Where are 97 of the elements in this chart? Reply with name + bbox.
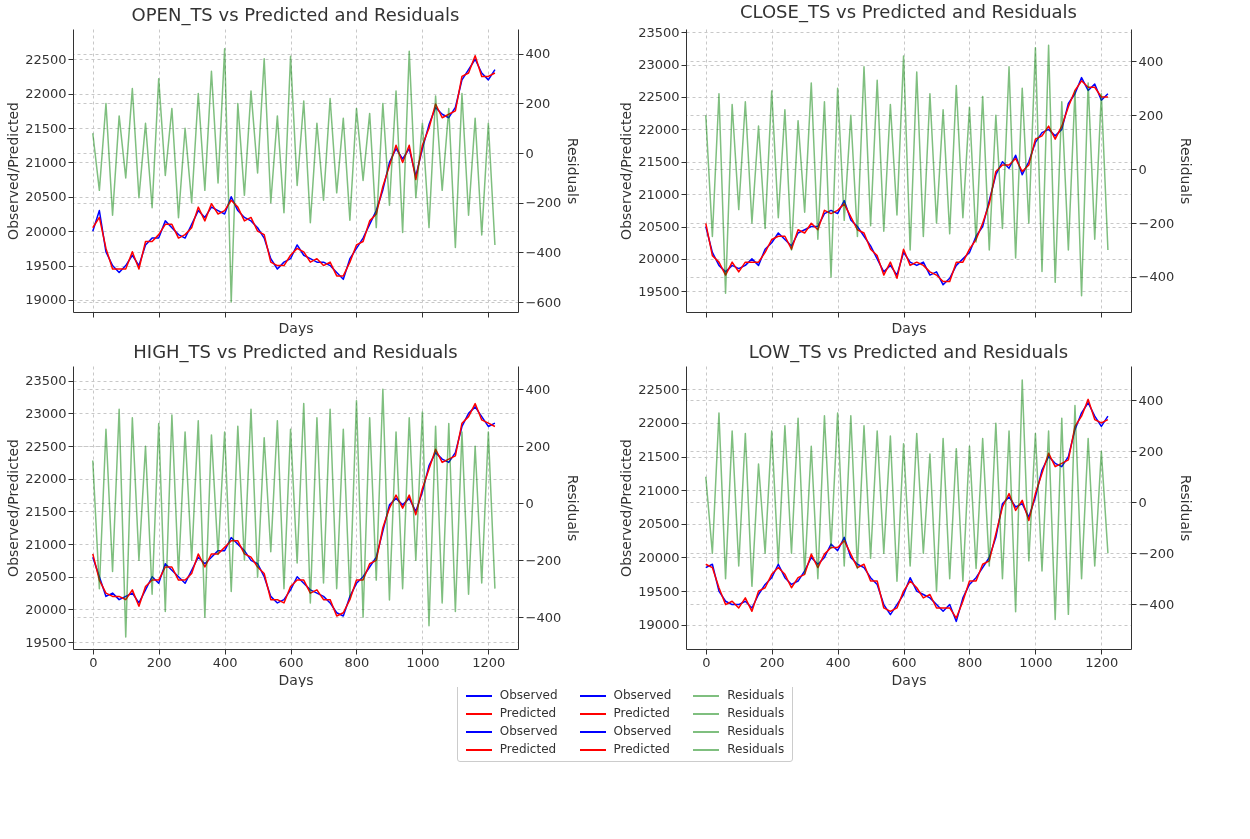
y-tick-label: 19500: [25, 258, 67, 274]
y-tick-label: 21000: [25, 536, 67, 552]
y2-axis-title: Residuals: [565, 137, 582, 205]
y-tick-label: 19500: [638, 583, 680, 599]
y2-tick-label: 0: [525, 145, 534, 161]
y2-tick-label: −200: [525, 552, 562, 568]
y-tick-label: 20500: [25, 569, 67, 585]
y-tick-label: 20500: [25, 189, 67, 205]
legend-label: Predicted: [613, 741, 670, 758]
legend-label: Residuals: [727, 705, 785, 722]
legend-label: Residuals: [727, 723, 785, 740]
legend-label: Observed: [499, 687, 558, 704]
y-tick-label: 23000: [638, 57, 680, 73]
y2-tick-label: −400: [525, 609, 562, 625]
x-tick-label: 1000: [1019, 654, 1053, 670]
y-tick-label: 21000: [638, 482, 680, 498]
legend-label: Predicted: [613, 705, 670, 722]
y-tick-label: 22500: [638, 381, 680, 397]
x-tick-label: 1200: [472, 654, 506, 670]
y-tick-label: 20500: [638, 516, 680, 532]
y-axis-title: Observed/Predicted: [5, 439, 22, 577]
y2-tick-label: 200: [1138, 443, 1164, 459]
y-tick-label: 21500: [25, 503, 67, 519]
chart-title: LOW_TS vs Predicted and Residuals: [748, 341, 1069, 363]
x-tick-label: 600: [891, 654, 917, 670]
y2-tick-label: 200: [525, 438, 551, 454]
x-tick-label: 1000: [406, 654, 440, 670]
x-tick-label: 400: [825, 654, 851, 670]
legend-label: Residuals: [727, 741, 785, 758]
chart-title: HIGH_TS vs Predicted and Residuals: [133, 341, 458, 363]
y-tick-label: 19000: [25, 292, 67, 308]
chart-title: OPEN_TS vs Predicted and Residuals: [131, 4, 460, 26]
y2-tick-label: 0: [525, 495, 534, 511]
x-tick-label: 600: [278, 654, 304, 670]
y2-tick-label: −400: [1138, 596, 1175, 612]
x-tick-label: 800: [344, 654, 370, 670]
y2-tick-label: −600: [525, 294, 562, 310]
y2-tick-label: −400: [525, 244, 562, 260]
y-tick-label: 22000: [638, 121, 680, 137]
y2-tick-label: 200: [525, 95, 551, 111]
y2-axis-title: Residuals: [1178, 137, 1195, 205]
y-tick-label: 21500: [25, 120, 67, 136]
y-tick-label: 22500: [638, 89, 680, 105]
y-tick-label: 20000: [25, 601, 67, 617]
y-tick-label: 20000: [638, 251, 680, 267]
y-tick-label: 23500: [638, 24, 680, 40]
y2-tick-label: −400: [1138, 269, 1175, 285]
chart-title: CLOSE_TS vs Predicted and Residuals: [739, 1, 1078, 24]
y-tick-label: 22500: [25, 51, 67, 67]
x-tick-label: 200: [759, 654, 785, 670]
y-tick-label: 21000: [638, 186, 680, 202]
x-tick-label: 200: [146, 654, 172, 670]
y2-tick-label: 0: [1138, 161, 1147, 177]
y-tick-label: 21500: [638, 154, 680, 170]
y-tick-label: 20500: [638, 219, 680, 235]
y2-tick-label: −200: [1138, 545, 1175, 561]
y-tick-label: 21000: [25, 154, 67, 170]
y-axis-title: Observed/Predicted: [5, 102, 22, 240]
y-tick-label: 19500: [638, 283, 680, 299]
x-tick-label: 0: [89, 654, 98, 670]
y-tick-label: 19500: [25, 634, 67, 650]
legend-label: Residuals: [727, 687, 785, 704]
x-axis-title: Days: [278, 671, 314, 688]
x-tick-label: 1200: [1085, 654, 1119, 670]
y-tick-label: 20000: [638, 549, 680, 565]
x-tick-label: 400: [212, 654, 238, 670]
y2-tick-label: 400: [525, 381, 551, 397]
legend-label: Predicted: [499, 705, 557, 722]
x-axis-title: Days: [891, 320, 927, 336]
y-tick-label: 22000: [25, 86, 67, 102]
y-tick-label: 20000: [25, 223, 67, 239]
y-tick-label: 23000: [25, 405, 67, 421]
y2-axis-title: Residuals: [1178, 474, 1195, 542]
y2-tick-label: −200: [525, 195, 562, 211]
y-tick-label: 23500: [25, 373, 67, 389]
x-axis-title: Days: [278, 320, 314, 336]
legend-label: Observed: [499, 723, 558, 740]
y-tick-label: 19000: [638, 617, 680, 633]
y-axis-title: Observed/Predicted: [618, 102, 635, 240]
y-tick-label: 22500: [25, 438, 67, 454]
x-tick-label: 0: [702, 654, 711, 670]
y-axis-title: Observed/Predicted: [618, 439, 635, 577]
y-tick-label: 22000: [638, 415, 680, 431]
legend-label: Observed: [613, 723, 672, 740]
y-tick-label: 21500: [638, 449, 680, 465]
x-axis-title: Days: [891, 671, 927, 688]
y-tick-label: 22000: [25, 471, 67, 487]
legend-label: Predicted: [499, 741, 557, 758]
y2-tick-label: 400: [1138, 392, 1164, 408]
y2-tick-label: 200: [1138, 107, 1164, 123]
y2-tick-label: 400: [1138, 53, 1164, 69]
legend-label: Observed: [613, 687, 672, 704]
y2-tick-label: 0: [1138, 494, 1147, 510]
y2-tick-label: −200: [1138, 215, 1175, 231]
y2-tick-label: 400: [525, 46, 551, 62]
y2-axis-title: Residuals: [565, 474, 582, 542]
x-tick-label: 800: [957, 654, 983, 670]
